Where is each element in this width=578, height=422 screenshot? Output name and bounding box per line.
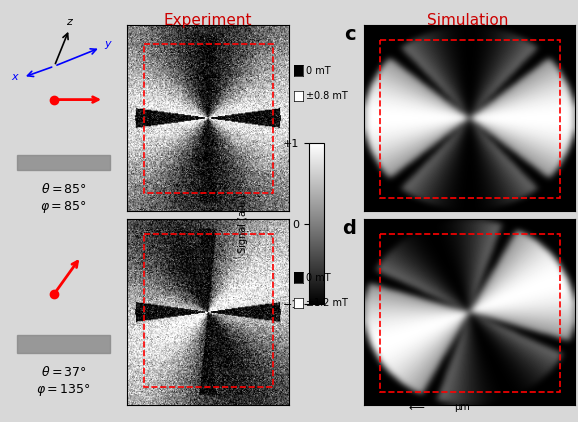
Bar bbox=[380, 234, 560, 392]
Text: x: x bbox=[12, 72, 18, 82]
Text: 0 mT: 0 mT bbox=[306, 273, 331, 283]
Text: z: z bbox=[66, 17, 72, 27]
Text: d: d bbox=[342, 219, 355, 238]
Text: b: b bbox=[107, 219, 121, 238]
Text: a: a bbox=[108, 25, 121, 44]
Bar bbox=[144, 234, 273, 387]
Text: Experiment: Experiment bbox=[164, 13, 253, 28]
Bar bbox=[380, 40, 560, 197]
Text: ±0.8 mT: ±0.8 mT bbox=[306, 91, 348, 101]
Text: y: y bbox=[104, 39, 111, 49]
Text: $\theta = 37°$: $\theta = 37°$ bbox=[40, 365, 87, 379]
Text: $\longleftarrow$: $\longleftarrow$ bbox=[406, 402, 426, 412]
Text: 0 mT: 0 mT bbox=[306, 66, 331, 76]
Text: $\varphi = 85°$: $\varphi = 85°$ bbox=[40, 199, 87, 215]
Text: ±1.2 mT: ±1.2 mT bbox=[306, 298, 348, 308]
Bar bbox=[144, 44, 273, 193]
Y-axis label: Signal (a.u.): Signal (a.u.) bbox=[238, 194, 249, 253]
Text: μm: μm bbox=[454, 402, 470, 412]
Polygon shape bbox=[17, 335, 110, 353]
Text: c: c bbox=[344, 25, 355, 44]
Text: Simulation: Simulation bbox=[428, 13, 509, 28]
Text: $\varphi = 135°$: $\varphi = 135°$ bbox=[36, 382, 91, 398]
Polygon shape bbox=[17, 155, 110, 170]
Text: $\theta = 85°$: $\theta = 85°$ bbox=[40, 182, 87, 196]
